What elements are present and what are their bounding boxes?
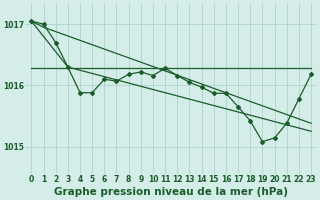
- X-axis label: Graphe pression niveau de la mer (hPa): Graphe pression niveau de la mer (hPa): [54, 187, 288, 197]
